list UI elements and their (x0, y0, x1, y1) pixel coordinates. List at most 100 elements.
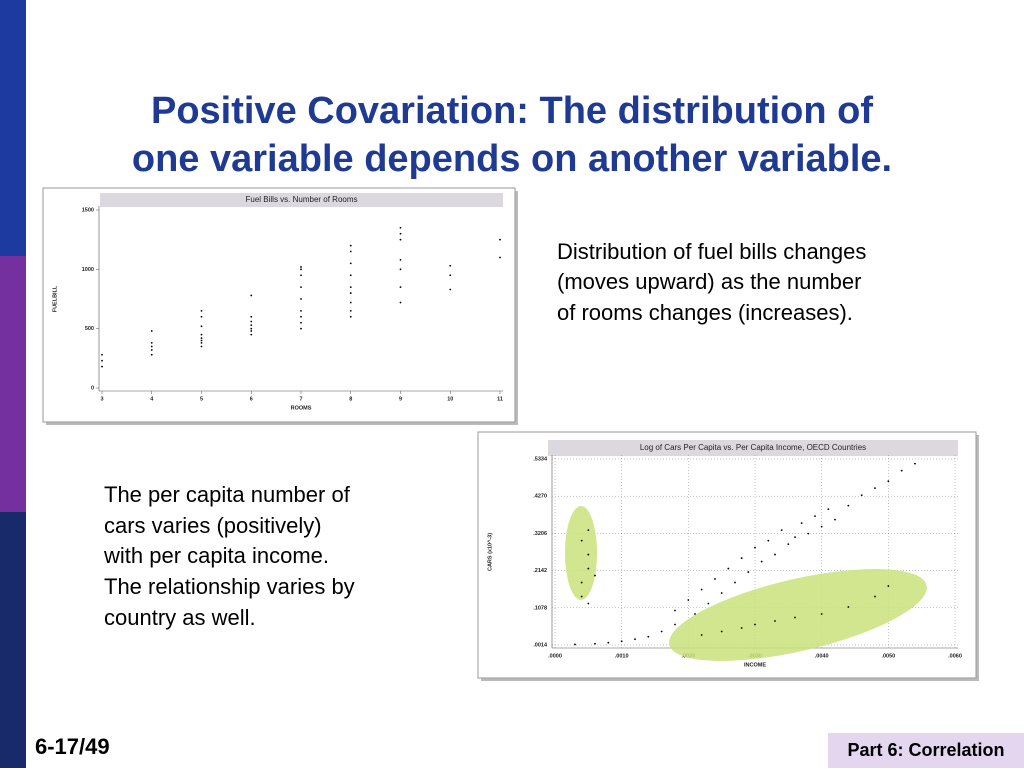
point (587, 567, 590, 570)
charts: Fuel Bills vs. Number of Rooms 3 4 5 6 7 8 9 10 1… (42, 187, 979, 681)
chart-title-bar (548, 440, 958, 456)
point (727, 567, 730, 570)
point (720, 592, 723, 594)
point (349, 286, 352, 289)
slide-title: Positive Covariation: The distribution o… (151, 90, 873, 132)
point (820, 613, 823, 615)
point (101, 365, 103, 368)
point (449, 274, 452, 277)
point (200, 339, 203, 342)
point (800, 522, 803, 525)
y-tick-label: .2142 (533, 568, 547, 574)
point (774, 553, 776, 556)
point (594, 574, 596, 577)
point (300, 298, 302, 300)
point (860, 494, 863, 497)
point (620, 640, 623, 643)
point (687, 599, 690, 601)
x-tick-label: 5 (200, 396, 203, 402)
point (349, 262, 352, 265)
point (349, 292, 352, 294)
y-axis-label: CARS (x10^-3) (487, 533, 493, 571)
point (887, 480, 890, 483)
side-bar (0, 256, 26, 512)
point (300, 274, 302, 277)
point (580, 581, 583, 584)
point (449, 288, 452, 291)
x-axis-label: ROOMS (291, 405, 312, 411)
x-tick-label: 6 (250, 396, 253, 402)
point (499, 238, 501, 241)
point (607, 641, 610, 644)
point (760, 560, 763, 563)
point (720, 630, 723, 633)
point (707, 602, 710, 605)
x-tick-label: 7 (299, 396, 302, 402)
point (349, 315, 352, 318)
point (714, 578, 716, 580)
point (200, 315, 203, 318)
y-tick-label: .3206 (533, 531, 547, 537)
point (300, 309, 302, 312)
y-tick-label: 0 (91, 385, 94, 391)
point (634, 638, 636, 641)
note-line: country as well. (104, 605, 256, 630)
x-tick-label: 11 (497, 396, 503, 402)
point (587, 553, 590, 556)
point (807, 532, 810, 535)
y-tick-label: 500 (85, 326, 94, 332)
side-bar (0, 512, 26, 768)
point (349, 309, 352, 312)
point (674, 623, 676, 626)
note-line: of rooms changes (increases). (557, 300, 853, 325)
point (674, 609, 676, 612)
point (767, 539, 770, 542)
x-tick-label: 3 (100, 396, 103, 402)
point (814, 515, 816, 518)
x-tick-label: 4 (150, 396, 154, 402)
point (694, 613, 696, 615)
point (587, 529, 590, 532)
point (847, 606, 850, 608)
point (150, 330, 153, 332)
point (774, 620, 776, 622)
point (399, 226, 402, 229)
note-line: Distribution of fuel bills changes (557, 239, 866, 264)
point (754, 623, 756, 626)
y-tick-label: .1078 (533, 605, 547, 611)
point (349, 250, 352, 253)
point (754, 546, 756, 549)
y-tick-label: 1500 (82, 207, 94, 213)
point (300, 315, 302, 318)
note-line: with per capita income. (103, 543, 329, 568)
point (200, 333, 203, 336)
point (740, 557, 743, 559)
point (580, 539, 583, 542)
point (150, 342, 153, 344)
note-line: cars varies (positively) (104, 513, 322, 538)
point (740, 627, 743, 629)
point (349, 244, 352, 247)
point (200, 337, 203, 340)
point (300, 286, 302, 289)
chart-frame (42, 187, 516, 423)
page-number: 6-17/49 (35, 734, 110, 759)
point (399, 268, 402, 271)
point (349, 301, 352, 304)
point (200, 342, 203, 344)
chart-title: Log of Cars Per Capita vs. Per Capita In… (640, 443, 866, 452)
point (914, 462, 916, 465)
note-line: (moves upward) as the number (557, 269, 861, 294)
point (250, 294, 253, 297)
chart-title: Fuel Bills vs. Number of Rooms (245, 195, 357, 204)
point (747, 571, 750, 573)
point (300, 327, 302, 330)
point (827, 508, 830, 511)
x-axis-label: INCOME (744, 662, 766, 668)
point (734, 581, 736, 584)
point (787, 543, 790, 545)
point (399, 238, 402, 241)
point (700, 634, 703, 636)
point (499, 256, 501, 259)
